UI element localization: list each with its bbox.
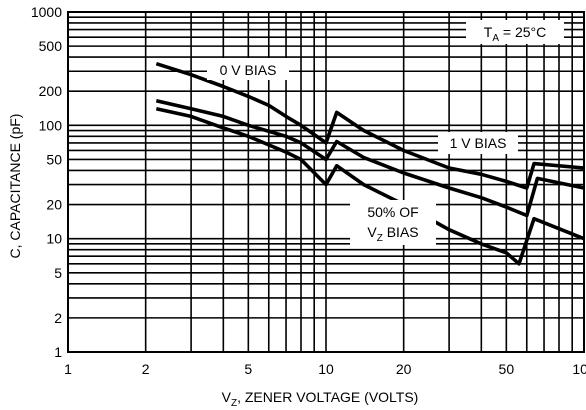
annotation-1v-bias-text: 1 V BIAS xyxy=(450,135,507,151)
y-tick-label: 100 xyxy=(39,117,63,133)
y-tick-label: 1000 xyxy=(31,4,62,20)
y-tick-label: 1 xyxy=(54,344,62,360)
x-tick-label: 20 xyxy=(396,361,412,377)
y-tick-label: 50 xyxy=(46,151,62,167)
y-tick-label: 200 xyxy=(39,83,63,99)
y-tick-label: 2 xyxy=(54,310,62,326)
x-tick-label: 100 xyxy=(572,361,586,377)
annotation-50pct-bias: 50% OF VZ BIAS xyxy=(350,200,436,245)
x-tick-label: 2 xyxy=(142,361,150,377)
x-axis-label: VZ, ZENER VOLTAGE (VOLTS) xyxy=(222,389,419,409)
plot-frame xyxy=(67,11,585,353)
annotation-1v-bias: 1 V BIAS xyxy=(438,132,518,154)
annotation-temperature: TA = 25°C xyxy=(466,20,564,44)
chart-series xyxy=(155,61,585,266)
x-tick-label: 50 xyxy=(499,361,515,377)
y-axis-label: C, CAPACITANCE (pF) xyxy=(7,114,23,259)
x-tick-label: 5 xyxy=(244,361,252,377)
annotation-50pct-line2: VZ BIAS xyxy=(367,224,418,244)
annotation-0v-bias: 0 V BIAS xyxy=(207,58,289,80)
annotation-0v-bias-text: 0 V BIAS xyxy=(220,62,277,78)
x-tick-label: 1 xyxy=(64,361,72,377)
y-tick-label: 5 xyxy=(54,265,62,281)
series-line-0 xyxy=(155,61,585,190)
annotation-temperature-text: TA = 25°C xyxy=(484,24,546,44)
y-tick-label: 10 xyxy=(46,231,62,247)
series-line-1 xyxy=(155,98,585,218)
y-tick-label: 20 xyxy=(46,197,62,213)
x-tick-label: 10 xyxy=(318,361,334,377)
series-line-2 xyxy=(155,107,585,266)
y-tick-label: 500 xyxy=(39,38,63,54)
axis-ticks: 1 2 5 10 20 50 100 1 2 5 10 20 50 100 200 500 1000 xyxy=(31,4,586,377)
annotation-50pct-line1: 50% OF xyxy=(367,204,418,220)
